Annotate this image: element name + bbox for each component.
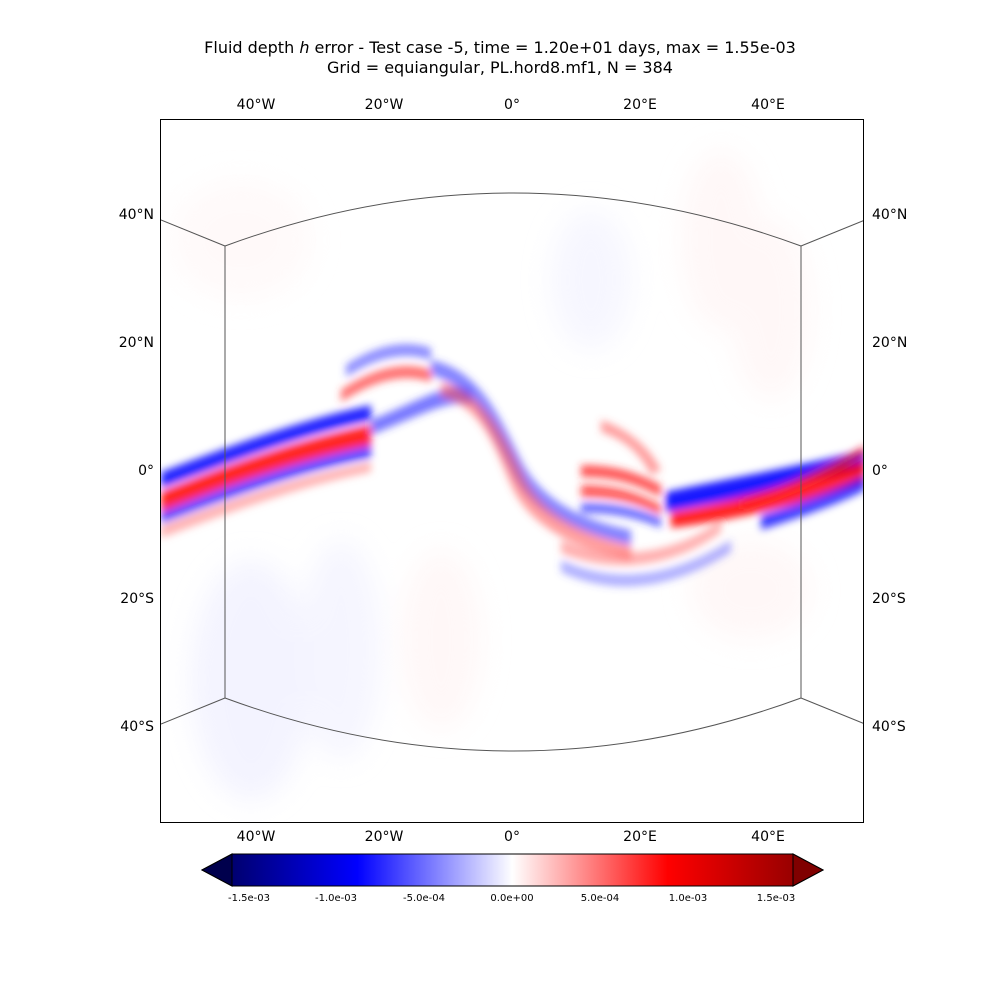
title-variable: h [299, 38, 310, 57]
colorbar-tick-label: 0.0e+00 [490, 893, 534, 904]
colorbar-body [200, 853, 825, 887]
lon-tick-bottom: 40°E [751, 829, 785, 845]
map-field [161, 150, 863, 800]
colorbar-extend-high [792, 853, 825, 887]
colorbar-tick-label: 1.5e-03 [756, 893, 796, 904]
lat-tick-left: 0° [138, 463, 154, 479]
panel-edge-right-lower [800, 697, 863, 724]
colorbar-tick-label: 5.0e-04 [580, 893, 620, 904]
lon-tick-bottom: 20°W [364, 829, 404, 845]
lon-tick-bottom: 20°E [623, 829, 657, 845]
lat-tick-left: 40°N [118, 207, 154, 223]
panel-edge-bottom [224, 697, 802, 752]
colorbar-tick-label: -1.5e-03 [228, 893, 270, 904]
lat-tick-left: 20°N [118, 335, 154, 351]
error-wave-bands [161, 344, 863, 587]
lon-tick-top: 20°E [623, 97, 657, 113]
lon-tick-top: 0° [504, 97, 520, 113]
title-prefix: Fluid depth [204, 38, 300, 57]
plot-title-line2: Grid = equiangular, PL.hord8.mf1, N = 38… [327, 58, 673, 77]
colorbar-tick-label: 1.0e-03 [668, 893, 708, 904]
panel-edge-left-upper [161, 219, 226, 247]
panel-edge-left-lower [161, 697, 226, 725]
lat-tick-right: 0° [872, 463, 888, 479]
map-panel [160, 119, 864, 823]
colorbar [200, 853, 825, 887]
lon-tick-bottom: 0° [504, 829, 520, 845]
colorbar-tick-label: -5.0e-04 [403, 893, 445, 904]
colorbar-extend-low [200, 853, 233, 887]
lat-tick-right: 20°S [872, 591, 906, 607]
plot-title-line1: Fluid depth h error - Test case -5, time… [0, 38, 1000, 58]
lat-tick-right: 40°S [872, 719, 906, 735]
panel-edge-right-upper [800, 220, 863, 247]
colorbar-tick-label: -1.0e-03 [315, 893, 357, 904]
cubed-sphere-panel-edges [161, 192, 863, 752]
title-suffix: error - Test case -5, time = 1.20e+01 da… [309, 38, 796, 57]
lon-tick-top: 40°E [751, 97, 785, 113]
lat-tick-left: 40°S [120, 719, 154, 735]
lat-tick-left: 20°S [120, 591, 154, 607]
lat-tick-right: 20°N [872, 335, 908, 351]
lon-tick-top: 40°W [236, 97, 276, 113]
lon-tick-top: 20°W [364, 97, 404, 113]
lon-tick-bottom: 40°W [236, 829, 276, 845]
lat-tick-right: 40°N [872, 207, 908, 223]
panel-edge-top [224, 192, 802, 247]
